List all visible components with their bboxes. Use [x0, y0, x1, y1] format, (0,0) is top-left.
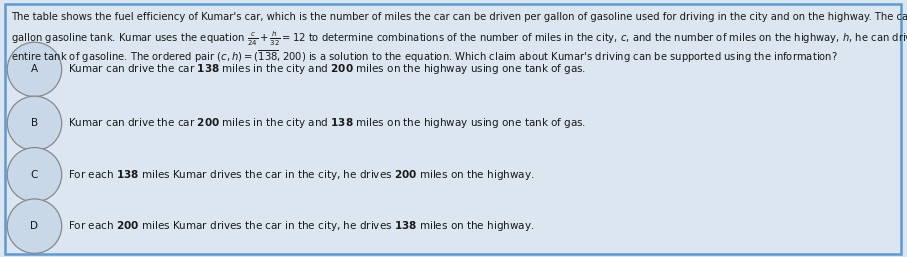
Text: D: D: [31, 221, 38, 231]
Text: gallon gasoline tank. Kumar uses the equation $\frac{c}{24}+\frac{h}{32}=12$ to : gallon gasoline tank. Kumar uses the equ…: [11, 30, 907, 48]
Text: entire tank of gasoline. The ordered pair $(c, h) = (\overline{138},200)$ is a s: entire tank of gasoline. The ordered pai…: [11, 49, 838, 65]
Text: A: A: [31, 65, 38, 74]
Ellipse shape: [7, 148, 62, 202]
Text: Kumar can drive the car $\mathbf{138}$ miles in the city and $\mathbf{200}$ mile: Kumar can drive the car $\mathbf{138}$ m…: [68, 62, 586, 76]
FancyBboxPatch shape: [5, 4, 901, 254]
Text: C: C: [31, 170, 38, 180]
Text: The table shows the fuel efficiency of Kumar's car, which is the number of miles: The table shows the fuel efficiency of K…: [11, 12, 907, 22]
Ellipse shape: [7, 96, 62, 151]
Text: For each $\mathbf{200}$ miles Kumar drives the car in the city, he drives $\math: For each $\mathbf{200}$ miles Kumar driv…: [68, 219, 534, 233]
Text: Kumar can drive the car $\mathbf{200}$ miles in the city and $\mathbf{138}$ mile: Kumar can drive the car $\mathbf{200}$ m…: [68, 116, 586, 130]
Text: For each $\mathbf{138}$ miles Kumar drives the car in the city, he drives $\math: For each $\mathbf{138}$ miles Kumar driv…: [68, 168, 534, 182]
Text: B: B: [31, 118, 38, 128]
Ellipse shape: [7, 42, 62, 97]
Ellipse shape: [7, 199, 62, 253]
